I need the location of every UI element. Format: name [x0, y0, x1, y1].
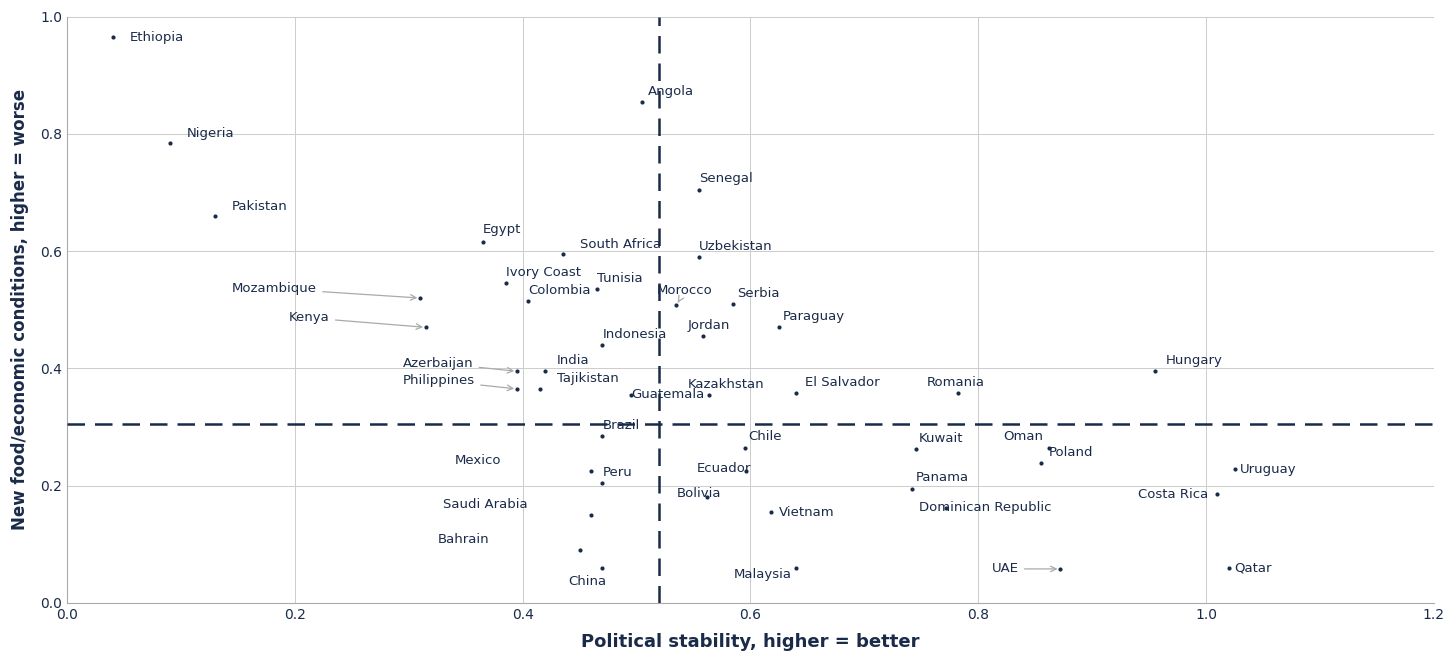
Text: Egypt: Egypt	[483, 224, 521, 236]
Text: Kenya: Kenya	[290, 311, 422, 329]
Text: Nigeria: Nigeria	[186, 126, 234, 140]
Text: Dominican Republic: Dominican Republic	[919, 501, 1051, 514]
Text: Kazakhstan: Kazakhstan	[687, 378, 764, 391]
Text: China: China	[568, 575, 606, 589]
Text: Panama: Panama	[916, 471, 968, 485]
Text: Paraguay: Paraguay	[782, 310, 844, 323]
Text: Vietnam: Vietnam	[779, 506, 834, 518]
Text: Romania: Romania	[927, 376, 986, 389]
X-axis label: Political stability, higher = better: Political stability, higher = better	[581, 633, 920, 651]
Text: Uzbekistan: Uzbekistan	[699, 240, 773, 253]
Text: Senegal: Senegal	[699, 173, 753, 185]
Text: Uruguay: Uruguay	[1241, 463, 1297, 476]
Text: Saudi Arabia: Saudi Arabia	[443, 498, 527, 511]
Text: Ethiopia: Ethiopia	[130, 30, 183, 44]
Text: Mexico: Mexico	[454, 454, 501, 467]
Text: Kuwait: Kuwait	[919, 432, 964, 446]
Text: Azerbaijan: Azerbaijan	[403, 357, 513, 373]
Text: South Africa: South Africa	[579, 238, 661, 251]
Y-axis label: New food/economic conditions, higher = worse: New food/economic conditions, higher = w…	[12, 89, 29, 530]
Text: UAE: UAE	[992, 563, 1056, 575]
Text: Ecuador: Ecuador	[697, 462, 751, 475]
Text: El Salvador: El Salvador	[805, 376, 879, 389]
Text: Philippines: Philippines	[403, 374, 513, 391]
Text: Jordan: Jordan	[687, 319, 731, 332]
Text: Tunisia: Tunisia	[597, 272, 642, 285]
Text: Bolivia: Bolivia	[677, 487, 721, 500]
Text: Poland: Poland	[1048, 446, 1093, 459]
Text: Costa Rica: Costa Rica	[1137, 488, 1208, 501]
Text: Qatar: Qatar	[1235, 561, 1273, 574]
Text: India: India	[556, 354, 590, 367]
Text: Malaysia: Malaysia	[734, 567, 792, 581]
Text: Morocco: Morocco	[657, 284, 713, 302]
Text: Peru: Peru	[603, 465, 632, 479]
Text: Guatemala: Guatemala	[630, 389, 705, 401]
Text: Pakistan: Pakistan	[233, 200, 288, 213]
Text: Mozambique: Mozambique	[233, 282, 416, 300]
Text: Angola: Angola	[648, 85, 695, 97]
Text: Colombia: Colombia	[529, 284, 591, 297]
Text: Brazil: Brazil	[603, 419, 639, 432]
Text: Oman: Oman	[1003, 430, 1044, 444]
Text: Chile: Chile	[748, 430, 782, 444]
Text: Tajikistan: Tajikistan	[556, 372, 619, 385]
Text: Hungary: Hungary	[1166, 354, 1223, 367]
Text: Ivory Coast: Ivory Coast	[505, 266, 581, 279]
Text: Serbia: Serbia	[737, 287, 779, 300]
Text: Indonesia: Indonesia	[603, 328, 667, 341]
Text: Bahrain: Bahrain	[437, 533, 489, 546]
